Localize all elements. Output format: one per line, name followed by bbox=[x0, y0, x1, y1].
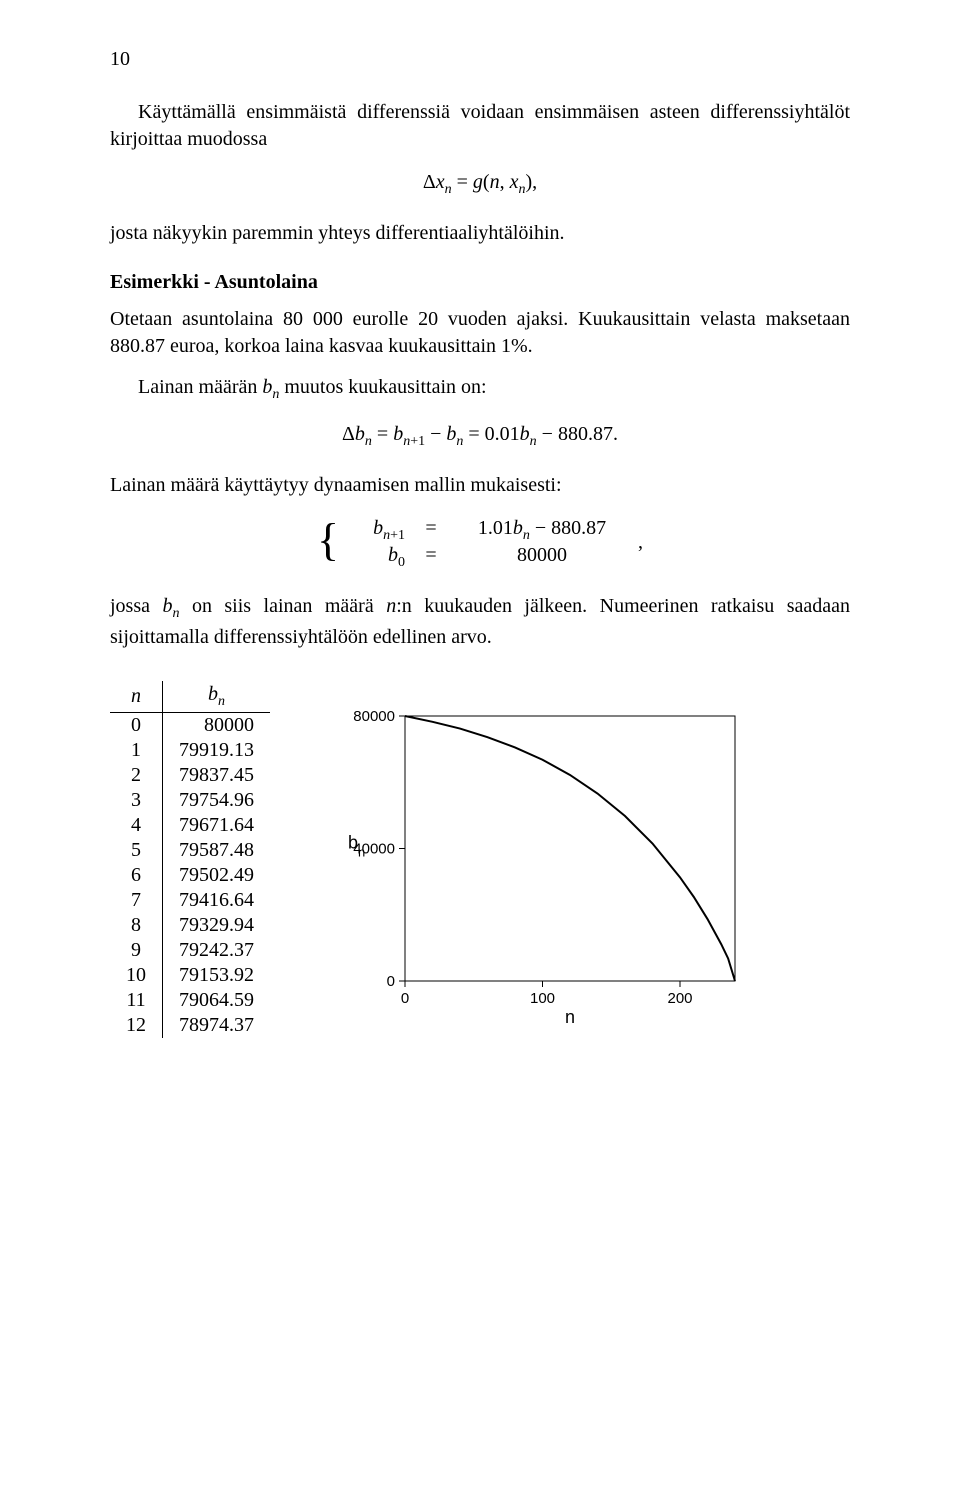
equation-1: Δxn = g(n, xn), bbox=[110, 171, 850, 198]
table-header-n: n bbox=[110, 681, 163, 713]
table-row: 1278974.37 bbox=[110, 1013, 270, 1038]
para3b-prefix: Lainan määrän bbox=[138, 376, 262, 398]
page-number: 10 bbox=[110, 48, 850, 71]
table-row: 579587.48 bbox=[110, 838, 270, 863]
cell-b: 79416.64 bbox=[163, 888, 271, 913]
svg-text:0: 0 bbox=[401, 990, 409, 1007]
cell-n: 8 bbox=[110, 913, 163, 938]
cell-n: 11 bbox=[110, 988, 163, 1013]
cell-b: 79587.48 bbox=[163, 838, 271, 863]
sys-tail: , bbox=[638, 531, 643, 553]
para3b-suffix: muutos kuukausittain on: bbox=[284, 376, 486, 398]
svg-text:200: 200 bbox=[667, 990, 692, 1007]
cell-b: 79671.64 bbox=[163, 813, 271, 838]
table-row: 1079153.92 bbox=[110, 963, 270, 988]
paragraph-3: Otetaan asuntolaina 80 000 eurolle 20 vu… bbox=[110, 306, 850, 360]
paragraph-5: jossa bn on siis lainan määrä n:n kuukau… bbox=[110, 593, 850, 651]
section-title: Esimerkki - Asuntolaina bbox=[110, 271, 850, 294]
paragraph-3b: Lainan määrän bn muutos kuukausittain on… bbox=[110, 374, 850, 405]
equation-system: { bn+1 = 1.01bn − 880.87 b0 = 80000 , bbox=[110, 517, 850, 571]
table-row: 679502.49 bbox=[110, 863, 270, 888]
paragraph-2: josta näkyykin paremmin yhteys different… bbox=[110, 220, 850, 247]
cell-b: 79754.96 bbox=[163, 788, 271, 813]
table-header-b: bn bbox=[163, 681, 271, 713]
bottom-row: n bn 080000179919.13279837.45379754.9647… bbox=[110, 681, 850, 1038]
sys-rhs-2: 80000 bbox=[517, 544, 567, 566]
cell-b: 79329.94 bbox=[163, 913, 271, 938]
cell-n: 5 bbox=[110, 838, 163, 863]
table-row: 279837.45 bbox=[110, 763, 270, 788]
table-row: 1179064.59 bbox=[110, 988, 270, 1013]
table-row: 979242.37 bbox=[110, 938, 270, 963]
svg-text:100: 100 bbox=[530, 990, 555, 1007]
cell-b: 79064.59 bbox=[163, 988, 271, 1013]
cell-n: 6 bbox=[110, 863, 163, 888]
sys-op-2: = bbox=[421, 544, 441, 567]
paragraph-4: Lainan määrä käyttäytyy dynaamisen malli… bbox=[110, 472, 850, 499]
para3-text: Otetaan asuntolaina 80 000 eurolle 20 vu… bbox=[110, 308, 850, 357]
cell-b: 79502.49 bbox=[163, 863, 271, 888]
table-row: 879329.94 bbox=[110, 913, 270, 938]
cell-b: 78974.37 bbox=[163, 1013, 271, 1038]
table-row: 080000 bbox=[110, 712, 270, 738]
cell-n: 7 bbox=[110, 888, 163, 913]
svg-text:0: 0 bbox=[387, 973, 395, 990]
table-row: 179919.13 bbox=[110, 738, 270, 763]
cell-n: 10 bbox=[110, 963, 163, 988]
cell-n: 3 bbox=[110, 788, 163, 813]
table-row: 779416.64 bbox=[110, 888, 270, 913]
chart-svg: 010020004000080000nbn bbox=[330, 701, 750, 1031]
cell-b: 79242.37 bbox=[163, 938, 271, 963]
cell-b: 79919.13 bbox=[163, 738, 271, 763]
cell-n: 0 bbox=[110, 712, 163, 738]
para5-mid: on siis lainan määrä bbox=[192, 595, 386, 617]
svg-text:80000: 80000 bbox=[353, 708, 395, 725]
svg-text:n: n bbox=[565, 1007, 575, 1027]
para5-prefix: jossa bbox=[110, 595, 162, 617]
cell-b: 80000 bbox=[163, 712, 271, 738]
cell-n: 9 bbox=[110, 938, 163, 963]
cell-n: 1 bbox=[110, 738, 163, 763]
chart: 010020004000080000nbn bbox=[330, 701, 750, 1036]
table-row: 379754.96 bbox=[110, 788, 270, 813]
paragraph-1: Käyttämällä ensimmäistä differenssiä voi… bbox=[110, 99, 850, 153]
equation-2: Δbn = bn+1 − bn = 0.01bn − 880.87. bbox=[110, 423, 850, 450]
cell-n: 4 bbox=[110, 813, 163, 838]
sys-op-1: = bbox=[421, 517, 441, 540]
page: 10 Käyttämällä ensimmäistä differenssiä … bbox=[0, 0, 960, 1491]
data-table: n bn 080000179919.13279837.45379754.9647… bbox=[110, 681, 270, 1038]
cell-n: 2 bbox=[110, 763, 163, 788]
table-row: 479671.64 bbox=[110, 813, 270, 838]
cell-n: 12 bbox=[110, 1013, 163, 1038]
cell-b: 79837.45 bbox=[163, 763, 271, 788]
cell-b: 79153.92 bbox=[163, 963, 271, 988]
